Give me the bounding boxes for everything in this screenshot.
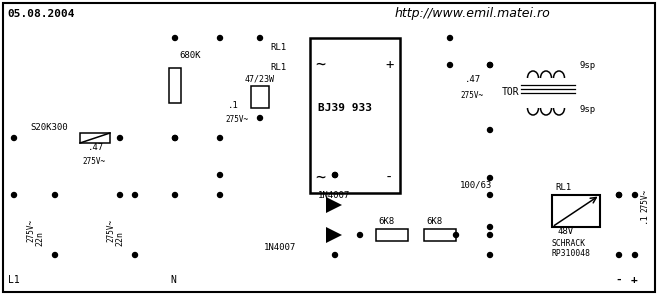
Bar — [376, 229, 408, 241]
Circle shape — [617, 193, 622, 197]
Polygon shape — [326, 227, 342, 243]
Text: +: + — [631, 275, 638, 285]
Text: TOR: TOR — [502, 87, 520, 97]
Text: L1: L1 — [8, 275, 20, 285]
Circle shape — [488, 127, 492, 132]
Bar — [80, 133, 110, 143]
Circle shape — [332, 173, 338, 178]
Circle shape — [172, 193, 178, 197]
Circle shape — [488, 253, 492, 258]
Bar — [251, 86, 269, 108]
Text: RL1: RL1 — [270, 63, 286, 73]
Text: 1N4007: 1N4007 — [264, 243, 296, 253]
Text: 1N4007: 1N4007 — [318, 191, 350, 199]
Circle shape — [132, 193, 138, 197]
Text: 6K8: 6K8 — [426, 217, 442, 227]
Circle shape — [632, 253, 638, 258]
Circle shape — [218, 135, 222, 140]
Circle shape — [488, 224, 492, 230]
Circle shape — [11, 193, 16, 197]
Circle shape — [332, 173, 338, 178]
Circle shape — [218, 173, 222, 178]
Circle shape — [172, 135, 178, 140]
Text: 48V: 48V — [558, 227, 574, 237]
Text: 9sp: 9sp — [580, 60, 596, 70]
Circle shape — [488, 193, 492, 197]
Text: 22n: 22n — [115, 230, 124, 245]
Circle shape — [257, 35, 263, 40]
Text: SCHRACK: SCHRACK — [551, 238, 585, 248]
Text: .1: .1 — [228, 101, 239, 109]
Circle shape — [632, 193, 638, 197]
Circle shape — [447, 35, 453, 40]
Text: .47: .47 — [88, 143, 104, 153]
Text: -: - — [385, 171, 393, 185]
Text: 275V~: 275V~ — [82, 158, 105, 166]
Text: 275V~: 275V~ — [225, 116, 248, 124]
Text: 9sp: 9sp — [580, 106, 596, 114]
Circle shape — [53, 193, 57, 197]
Text: 275V~: 275V~ — [460, 91, 483, 99]
Bar — [310, 38, 400, 193]
Circle shape — [617, 193, 622, 197]
Text: .47: .47 — [465, 76, 481, 84]
Text: 680K: 680K — [179, 50, 201, 60]
Circle shape — [332, 253, 338, 258]
Text: +: + — [385, 58, 393, 72]
Circle shape — [488, 63, 492, 68]
Circle shape — [617, 253, 622, 258]
Circle shape — [488, 63, 492, 68]
Circle shape — [11, 135, 16, 140]
Text: ~: ~ — [315, 56, 325, 74]
Circle shape — [488, 232, 492, 237]
Text: 275V~: 275V~ — [26, 218, 35, 242]
Circle shape — [53, 253, 57, 258]
Circle shape — [447, 63, 453, 68]
Circle shape — [118, 193, 122, 197]
Text: RL1: RL1 — [555, 183, 571, 193]
Text: BJ39 933: BJ39 933 — [318, 103, 372, 113]
Circle shape — [172, 135, 178, 140]
Text: 47/23W: 47/23W — [245, 75, 275, 83]
Circle shape — [257, 116, 263, 120]
Text: 275V~: 275V~ — [106, 218, 115, 242]
Circle shape — [488, 176, 492, 181]
Text: 22n: 22n — [35, 230, 44, 245]
Bar — [169, 68, 181, 103]
Text: 100/63: 100/63 — [460, 181, 492, 189]
Text: .1: .1 — [639, 213, 648, 223]
Circle shape — [132, 253, 138, 258]
Text: 275V~: 275V~ — [640, 189, 649, 212]
Bar — [424, 229, 456, 241]
Circle shape — [453, 232, 459, 237]
Circle shape — [118, 135, 122, 140]
Text: http://www.emil.matei.ro: http://www.emil.matei.ro — [395, 6, 551, 19]
Text: -: - — [615, 275, 622, 285]
Bar — [552, 195, 600, 227]
Circle shape — [218, 35, 222, 40]
Circle shape — [172, 35, 178, 40]
Circle shape — [218, 193, 222, 197]
Text: RP310048: RP310048 — [551, 248, 590, 258]
Text: N: N — [170, 275, 176, 285]
Text: RL1: RL1 — [270, 43, 286, 53]
Text: S20K300: S20K300 — [30, 122, 68, 132]
Text: 6K8: 6K8 — [378, 217, 394, 227]
Text: 05.08.2004: 05.08.2004 — [7, 9, 74, 19]
Polygon shape — [326, 197, 342, 213]
Text: ~: ~ — [315, 169, 325, 187]
Circle shape — [357, 232, 363, 237]
